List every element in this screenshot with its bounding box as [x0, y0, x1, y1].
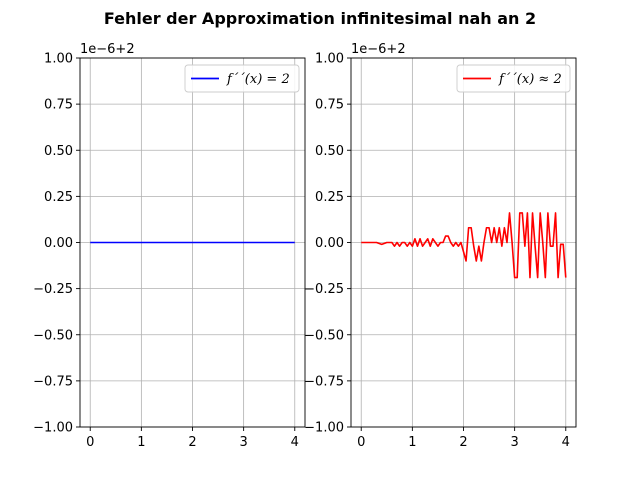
left-subplot: 0 1 2 3 4 1.00 0.75 0.50 0.25 0.00 −0.25 −0.50 −0.75… [33, 42, 306, 450]
legend-box [456, 64, 571, 93]
x-tick-label: 4 [291, 435, 299, 450]
y-tick-label: −1.00 [304, 421, 344, 436]
y-offset-label: 1e−6+2 [351, 42, 406, 57]
y-tick-label: 0.00 [44, 236, 73, 251]
series-line-1 [361, 212, 567, 279]
x-tick-label: 2 [188, 435, 196, 450]
x-tick-label: 3 [510, 435, 518, 450]
legend-box [184, 64, 300, 93]
x-tick-label: 0 [357, 435, 365, 450]
figure-title: Fehler der Approximation infinitesimal n… [104, 9, 536, 28]
y-offset-label: 1e−6+2 [80, 42, 135, 57]
x-tick-label: 4 [562, 435, 570, 450]
y-tick-label: 1.00 [44, 52, 73, 67]
y-tick-label: 0.50 [315, 144, 344, 159]
y-tick-label: 0.75 [44, 98, 73, 113]
x-tick-label: 1 [137, 435, 145, 450]
x-tick-label: 2 [459, 435, 467, 450]
y-tick-label: 0.75 [315, 98, 344, 113]
y-tick-label: 0.25 [44, 190, 73, 205]
y-tick-label: 1.00 [315, 52, 344, 67]
y-tick-label: −0.25 [33, 282, 73, 297]
x-tick-label: 3 [239, 435, 247, 450]
y-tick-label: −1.00 [33, 421, 73, 436]
y-tick-label: 0.50 [44, 144, 73, 159]
x-tick-label: 0 [86, 435, 94, 450]
y-tick-label: −0.75 [304, 374, 344, 389]
y-tick-label: −0.75 [33, 374, 73, 389]
y-tick-label: 0.25 [315, 190, 344, 205]
y-tick-label: −0.50 [304, 328, 344, 343]
y-tick-label: −0.25 [304, 282, 344, 297]
y-tick-label: −0.50 [33, 328, 73, 343]
x-tick-label: 1 [408, 435, 416, 450]
legend-label: f´´(x) ≈ 2 [498, 72, 562, 87]
right-subplot: 0 1 2 3 4 1.00 0.75 0.50 0.25 0.00 −0.25 −0.50 −0.75… [304, 42, 577, 450]
y-tick-label: 0.00 [315, 236, 344, 251]
legend-label: f´´(x) = 2 [226, 72, 290, 87]
